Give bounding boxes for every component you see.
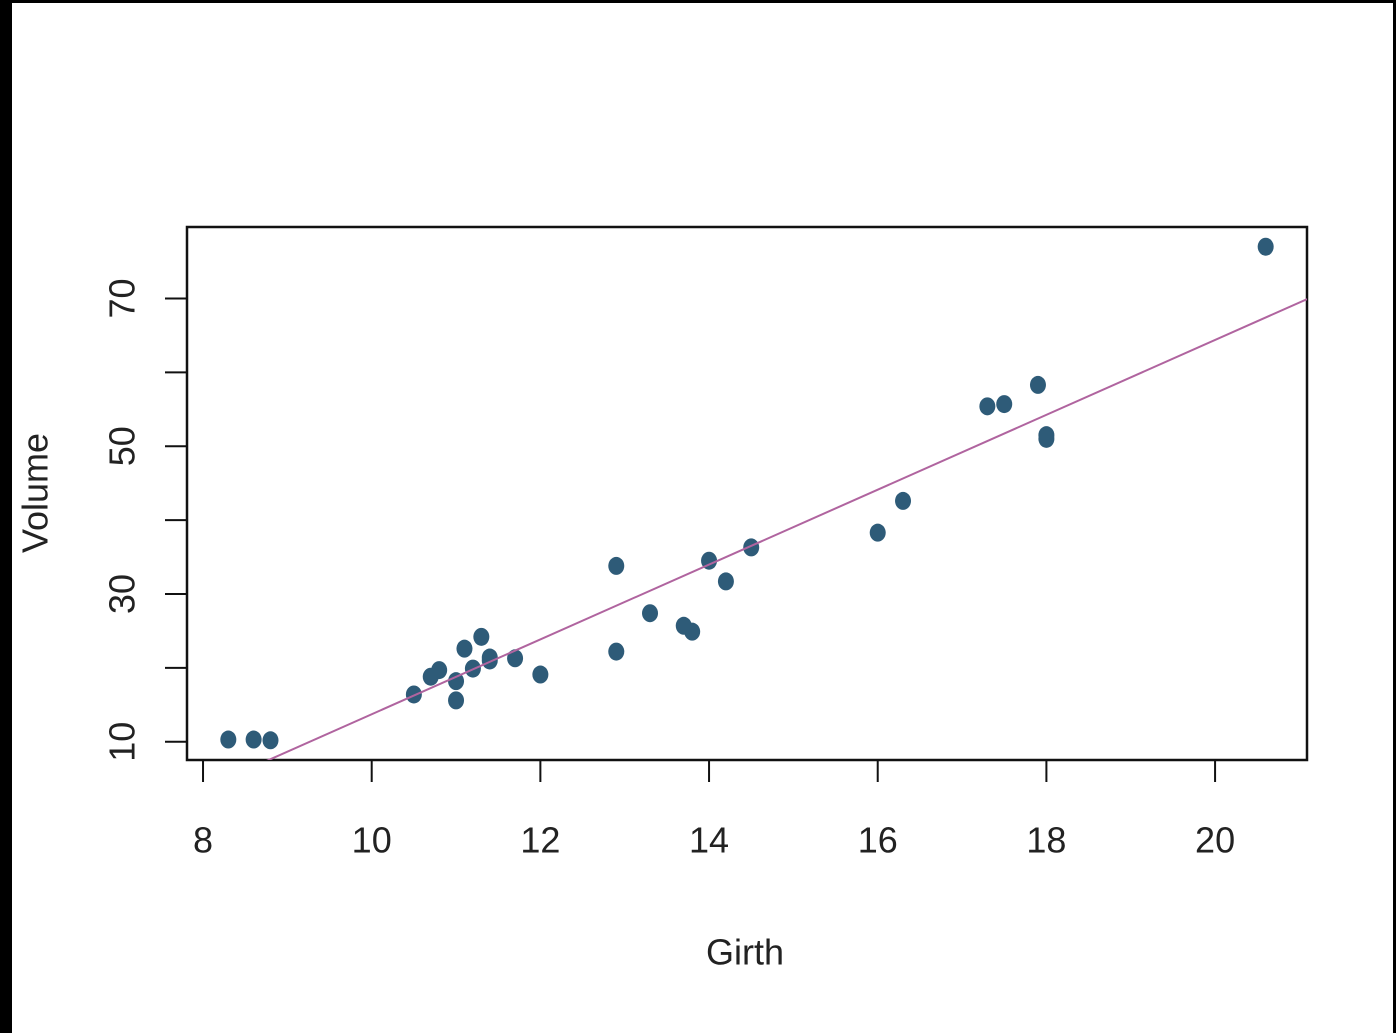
x-tick-label: 12 (520, 820, 560, 861)
point (1029, 375, 1046, 394)
y-tick-label: 50 (102, 426, 143, 466)
point (743, 538, 760, 557)
background (12, 3, 1393, 1033)
fit-line (266, 298, 1307, 760)
point (1257, 237, 1274, 256)
point (979, 397, 996, 416)
x-tick-label: 8 (193, 820, 213, 861)
point (245, 730, 262, 749)
x-tick-label: 10 (352, 820, 392, 861)
y-axis-label: Volume (15, 433, 56, 553)
y-tick-label: 70 (102, 278, 143, 318)
point (996, 395, 1013, 414)
point (717, 572, 734, 591)
point (532, 665, 549, 684)
point (431, 661, 448, 680)
point (262, 731, 279, 750)
point (448, 691, 465, 710)
point (608, 556, 625, 575)
y-tick-label: 30 (102, 574, 143, 614)
point (608, 642, 625, 661)
point (1038, 429, 1055, 448)
y-tick-label: 10 (102, 722, 143, 762)
point (507, 649, 524, 668)
x-axis-label: Girth (706, 932, 784, 973)
point (448, 672, 465, 691)
point (684, 622, 701, 641)
point (481, 648, 498, 667)
x-tick-label: 14 (689, 820, 729, 861)
point (642, 604, 659, 623)
point (456, 639, 473, 658)
point (869, 523, 886, 542)
point (473, 627, 490, 646)
x-tick-label: 18 (1026, 820, 1066, 861)
x-tick-label: 16 (858, 820, 898, 861)
point (220, 730, 237, 749)
point (895, 491, 912, 510)
x-tick-label: 20 (1195, 820, 1235, 861)
